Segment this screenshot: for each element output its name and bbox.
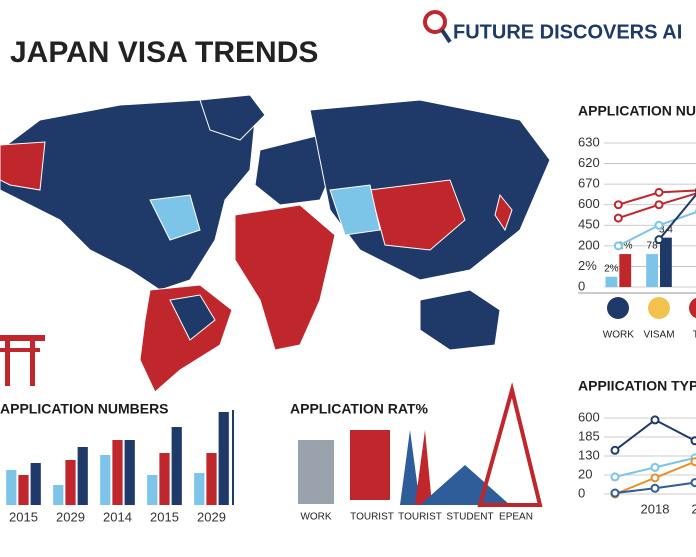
point [690,436,696,446]
bar-annotation: 2% [604,263,619,274]
bar-annotation: 1% [618,241,633,252]
point [690,457,696,467]
chart-title: APPLICATION NUM [578,103,696,119]
illustration-label: TOURIST [350,512,394,523]
point [613,213,623,223]
illustration-label: EPEAN [499,512,533,523]
illustration-label: TOURIST [398,512,442,523]
chart-title: APPLICATION NUMBERS [0,401,169,417]
world-map [0,94,551,393]
bar [194,473,205,505]
point [654,187,664,197]
point [610,472,620,482]
x-tick-label: 2018 [641,501,670,516]
chart-title: APPIICATION TYPE [578,378,696,394]
torii [0,335,45,386]
bar-annotation: 78 [647,241,659,252]
point [613,200,623,210]
bar [65,460,76,505]
y-tick-label: 0 [578,278,585,293]
illustration-title: APPLICATION RAT% [290,401,428,417]
bar [30,463,41,505]
x-tick-label: 2015 [9,509,38,524]
bar [124,440,135,505]
y-tick-label: 2% [578,258,597,273]
y-tick-label: 670 [578,176,600,191]
y-tick-label: 450 [578,217,600,232]
bar [660,237,672,287]
logo [423,10,452,44]
point [654,235,664,245]
bar [171,427,182,505]
point [650,473,660,483]
point [654,220,664,230]
x-tick-label: VISAM [643,330,674,341]
x-tick-label: 2029 [56,509,85,524]
bar [218,412,229,505]
y-tick-label: 600 [578,196,600,211]
point [690,478,696,488]
point [610,445,620,455]
x-tick-label: 2029 [197,509,226,524]
point [613,241,623,251]
bar [100,455,111,505]
illustration-label: WORK [300,512,331,523]
y-tick-label: 200 [578,237,600,252]
point [650,415,660,425]
point [650,462,660,472]
x-tick-label: 2 [691,501,696,516]
x-tick-label: 2015 [150,509,179,524]
bar [77,447,88,505]
bar [147,475,158,505]
bar [646,254,658,287]
bar [159,453,170,505]
bar [619,254,632,287]
y-tick-label: 130 [578,447,600,462]
y-tick-label: 620 [578,155,600,170]
x-tick-label: 2014 [103,509,132,524]
y-tick-label: 600 [578,409,600,424]
bar [112,440,123,505]
line [658,193,696,241]
bar [6,470,17,505]
x-tick-label: TO [693,330,696,341]
y-tick-label: 0 [578,485,585,500]
bar [605,276,618,287]
bar [18,475,29,505]
category-icons [607,297,696,319]
line [614,418,696,452]
y-tick-label: 630 [578,134,600,149]
point [654,200,664,210]
page-title: JAPAN VISA TRENDS [10,36,318,69]
y-tick-label: 20 [578,466,592,481]
point [610,488,620,498]
point [650,483,660,493]
landmarks [298,382,543,507]
illustration-label: STUDENT [446,512,493,523]
x-tick-label: WORK [603,330,634,341]
y-tick-label: 185 [578,428,600,443]
bar [206,453,217,505]
bar [53,485,64,505]
brand: FUTURE DISCOVERS AI [453,21,682,43]
